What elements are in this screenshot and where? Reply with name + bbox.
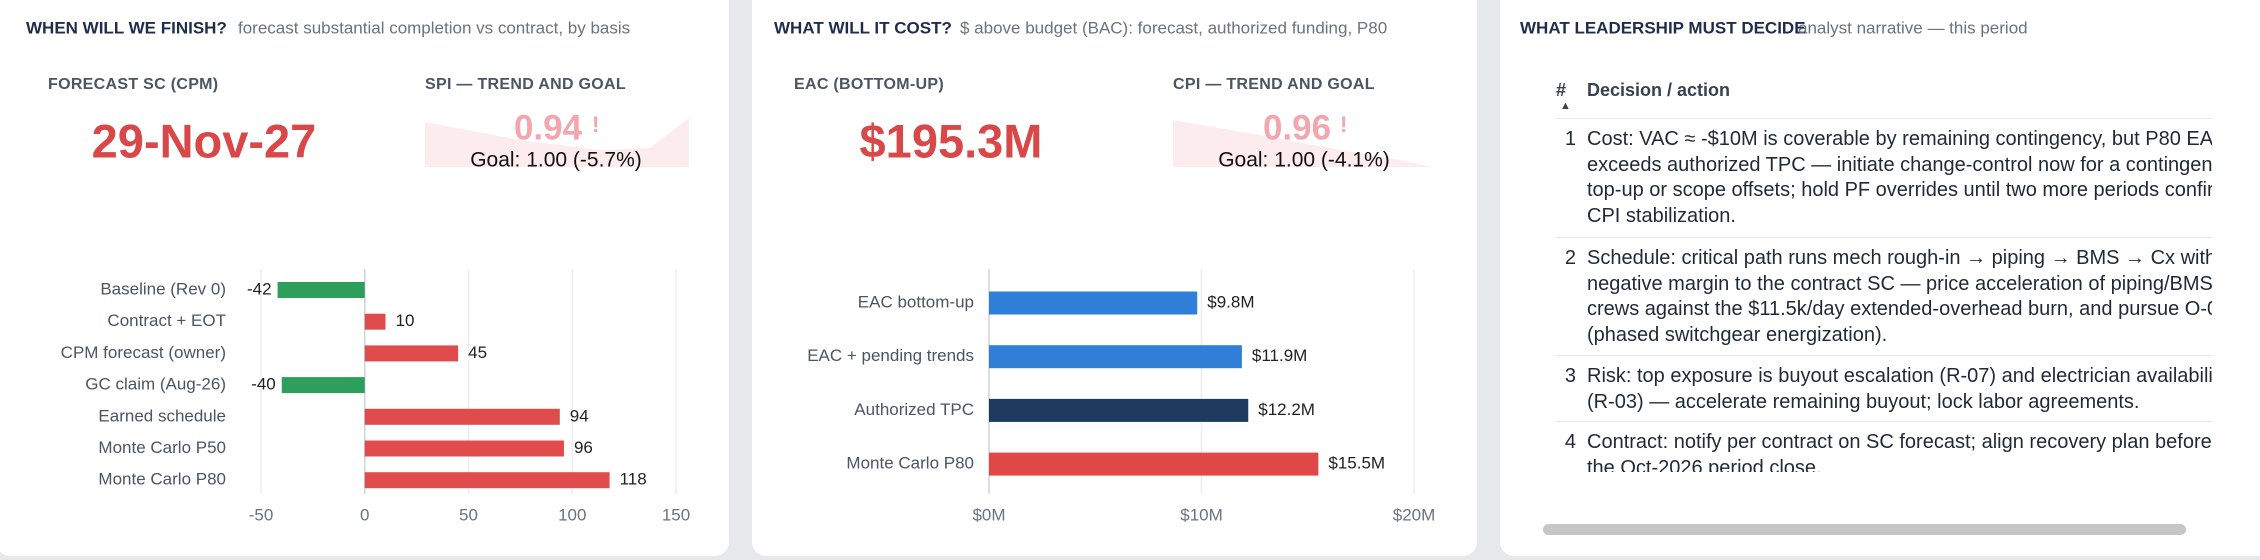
kpi-label: EAC (BOTTOM-UP) xyxy=(794,76,944,93)
category-label: Monte Carlo P50 xyxy=(98,438,226,457)
bar xyxy=(277,282,365,298)
category-label: CPM forecast (owner) xyxy=(61,343,226,362)
category-label: Monte Carlo P80 xyxy=(98,470,226,489)
trend-goal: Goal: 1.00 (-4.1%) xyxy=(1218,149,1390,172)
x-tick-label: 150 xyxy=(662,505,690,524)
bar xyxy=(364,440,564,457)
value-label: 10 xyxy=(396,311,415,330)
x-tick-label: -50 xyxy=(249,505,274,524)
trend-label: SPI — TREND AND GOAL xyxy=(425,76,626,93)
category-label: Monte Carlo P80 xyxy=(846,454,974,473)
trend-label: CPI — TREND AND GOAL xyxy=(1173,76,1375,93)
panel-subtitle: $ above budget (BAC): forecast, authoriz… xyxy=(960,18,1387,37)
category-label: EAC + pending trends xyxy=(807,346,974,365)
row-text: Contract: notify per contract on SC fore… xyxy=(1587,431,2212,472)
bar xyxy=(364,472,610,489)
row-number: 1 xyxy=(1564,128,1576,150)
panel-title: WHAT WILL IT COST? xyxy=(774,18,952,37)
value-label: 96 xyxy=(574,438,593,457)
kpi-value: $195.3M xyxy=(860,114,1043,167)
category-label: Authorized TPC xyxy=(854,400,974,419)
table-row: 1 Cost: VAC ≈ -$10M is coverable by remai… xyxy=(1556,118,2212,227)
sort-arrow[interactable]: ▲ xyxy=(1560,100,1571,112)
sparkline xyxy=(425,118,689,167)
column-header[interactable]: # xyxy=(1556,80,1567,100)
value-label: -42 xyxy=(247,279,272,298)
bar xyxy=(281,377,365,394)
row-number: 4 xyxy=(1564,431,1576,453)
x-tick-label: 100 xyxy=(558,505,586,524)
bar xyxy=(364,313,386,330)
trend-value: 0.96 xyxy=(1263,108,1331,147)
trend-flag: ! xyxy=(1340,112,1347,137)
column-header: Decision / action xyxy=(1587,80,1731,100)
trend-goal: Goal: 1.00 (-5.7%) xyxy=(470,149,642,172)
bar xyxy=(989,398,1249,422)
sparkline xyxy=(1173,120,1432,167)
bar xyxy=(364,408,560,425)
table-row: 3 Risk: top exposure is buyout escalation… xyxy=(1556,355,2212,413)
value-label: -40 xyxy=(251,375,276,394)
panel-subtitle: forecast substantial completion vs contr… xyxy=(238,18,630,37)
bar xyxy=(989,452,1319,476)
category-label: Contract + EOT xyxy=(107,311,226,330)
table-row: 2 Schedule: critical path runs mech rough… xyxy=(1556,237,2212,346)
kpi-value: 29-Nov-27 xyxy=(92,114,317,167)
table-row: 4 Contract: notify per contract on SC for… xyxy=(1556,421,2212,472)
x-tick-label: 50 xyxy=(459,505,478,524)
kpi-label: FORECAST SC (CPM) xyxy=(48,76,218,93)
value-label: 118 xyxy=(620,470,647,489)
x-tick-label: $20M xyxy=(1393,505,1436,524)
value-label: $9.8M xyxy=(1207,292,1254,311)
category-label: EAC bottom-up xyxy=(858,292,974,311)
panel-title: WHAT LEADERSHIP MUST DECIDE xyxy=(1520,18,1806,37)
value-label: $12.2M xyxy=(1258,400,1315,419)
value-label: $11.9M xyxy=(1252,346,1307,365)
x-tick-label: $0M xyxy=(972,505,1005,524)
x-tick-label: $10M xyxy=(1180,505,1223,524)
value-label: 45 xyxy=(468,343,487,362)
row-text: Schedule: critical path runs mech rough-… xyxy=(1587,247,2212,346)
row-number: 3 xyxy=(1564,365,1576,387)
panel-title: WHEN WILL WE FINISH? xyxy=(26,18,227,37)
trend-flag: ! xyxy=(592,112,599,137)
scrollbar[interactable] xyxy=(1543,524,2186,535)
category-label: Baseline (Rev 0) xyxy=(100,279,226,298)
row-number: 2 xyxy=(1564,247,1576,269)
decision-table: # ▲ Decision / action 1 Cost: VAC ≈ -$10M… xyxy=(1556,72,2212,472)
category-label: GC claim (Aug-26) xyxy=(85,375,226,394)
bar xyxy=(364,345,459,362)
row-text: Risk: top exposure is buyout escalation … xyxy=(1587,365,2212,413)
x-tick-label: 0 xyxy=(360,505,369,524)
decisions-panel xyxy=(1500,0,2260,556)
bar xyxy=(989,345,1242,369)
row-text: Cost: VAC ≈ -$10M is coverable by remain… xyxy=(1587,128,2212,227)
panel-subtitle: analyst narrative — this period xyxy=(1798,18,2028,37)
category-label: Earned schedule xyxy=(98,406,226,425)
bar xyxy=(989,291,1198,315)
value-label: 94 xyxy=(570,406,589,425)
trend-value: 0.94 xyxy=(514,108,583,147)
value-label: $15.5M xyxy=(1328,454,1385,473)
